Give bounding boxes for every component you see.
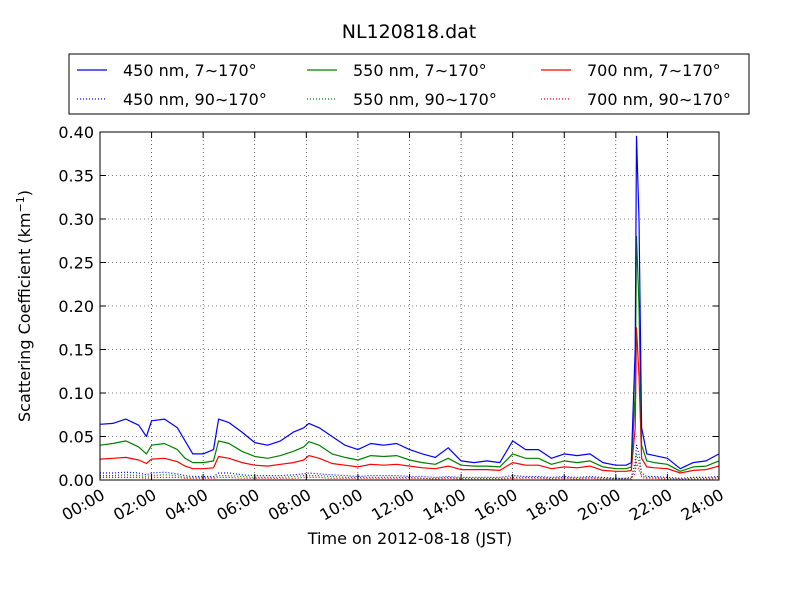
x-tick-label: 24:00 [678, 485, 727, 525]
x-tick-label: 18:00 [523, 485, 572, 525]
y-axis-label-end: ) [15, 190, 34, 196]
x-tick-label: 02:00 [110, 485, 159, 525]
x-axis-label: Time on 2012-08-18 (JST) [307, 529, 512, 548]
legend-label: 450 nm, 7∼170° [123, 61, 257, 80]
x-tick-label: 04:00 [162, 485, 211, 525]
y-tick-label: 0.30 [58, 210, 94, 229]
y-tick-label: 0.20 [58, 297, 94, 316]
legend-label: 700 nm, 7∼170° [587, 61, 721, 80]
legend-frame [68, 53, 750, 115]
series-line [99, 135, 720, 470]
grid [100, 132, 719, 480]
y-tick-label: 0.05 [58, 428, 94, 447]
y-tick-label: 0.00 [58, 471, 94, 490]
y-tick-label: 0.25 [58, 254, 94, 273]
x-tick-label: 08:00 [265, 485, 314, 525]
y-axis: 0.00 0.05 0.10 0.15 0.20 0.25 0.30 0.35 0.40 [58, 123, 719, 490]
legend: 450 nm, 7∼170° 550 nm, 7∼170° 700 nm, 7∼17… [68, 53, 750, 115]
x-tick-label: 06:00 [213, 485, 262, 525]
legend-label: 550 nm, 90∼170° [353, 90, 497, 109]
y-tick-label: 0.15 [58, 341, 94, 360]
x-axis: 00:00 02:00 04:00 06:00 08:00 10:00 12:00 14:00… [59, 132, 727, 525]
x-tick-label: 00:00 [59, 485, 108, 525]
y-tick-label: 0.35 [58, 167, 94, 186]
legend-label: 550 nm, 7∼170° [353, 61, 487, 80]
series-line [100, 444, 720, 479]
chart-title: NL120818.dat [342, 21, 477, 43]
y-axis-label: Scattering Coefficient (km−1) [14, 190, 34, 422]
x-tick-label: 10:00 [316, 485, 365, 525]
x-tick-label: 12:00 [368, 485, 417, 525]
x-tick-label: 14:00 [420, 485, 469, 525]
legend-label: 450 nm, 90∼170° [123, 90, 267, 109]
y-tick-label: 0.40 [58, 123, 94, 142]
y-axis-label-main: Scattering Coefficient (km [15, 212, 34, 422]
y-tick-label: 0.10 [58, 384, 94, 403]
legend-label: 700 nm, 90∼170° [587, 90, 731, 109]
x-tick-label: 22:00 [626, 485, 675, 525]
y-axis-label-superscript: −1 [14, 196, 27, 212]
series-layer [99, 135, 720, 480]
x-tick-label: 20:00 [574, 485, 623, 525]
x-tick-label: 16:00 [471, 485, 520, 525]
